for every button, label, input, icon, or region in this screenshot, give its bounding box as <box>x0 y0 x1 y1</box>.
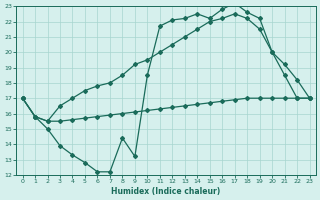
X-axis label: Humidex (Indice chaleur): Humidex (Indice chaleur) <box>111 187 221 196</box>
